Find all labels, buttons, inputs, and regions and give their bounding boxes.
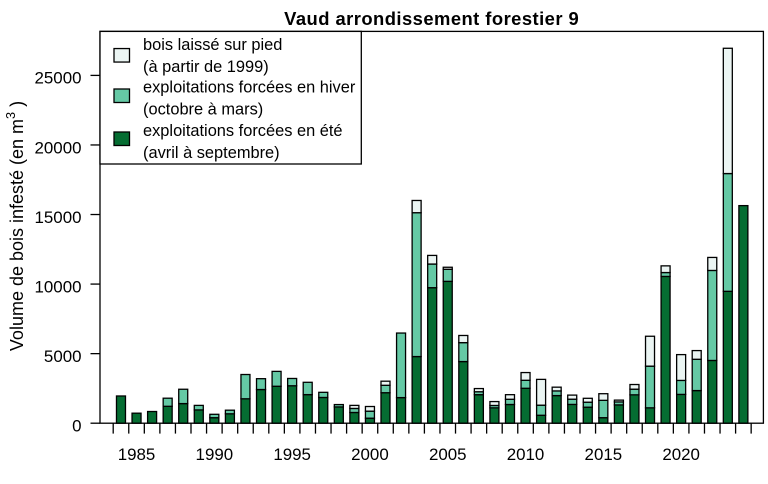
svg-text:2000: 2000 bbox=[351, 445, 389, 464]
svg-text:Vaud arrondissement forestier: Vaud arrondissement forestier 9 bbox=[284, 8, 579, 29]
svg-text:0: 0 bbox=[72, 417, 81, 436]
svg-text:(octobre à mars): (octobre à mars) bbox=[143, 101, 263, 119]
svg-text:10000: 10000 bbox=[35, 277, 82, 296]
svg-text:20000: 20000 bbox=[35, 138, 82, 157]
svg-text:1990: 1990 bbox=[196, 445, 234, 464]
svg-text:1995: 1995 bbox=[273, 445, 311, 464]
svg-text:2005: 2005 bbox=[429, 445, 467, 464]
svg-text:5000: 5000 bbox=[44, 347, 82, 366]
svg-text:2020: 2020 bbox=[662, 445, 700, 464]
svg-text:bois laissé sur pied: bois laissé sur pied bbox=[143, 36, 282, 54]
svg-text:15000: 15000 bbox=[35, 208, 82, 227]
svg-text:1985: 1985 bbox=[118, 445, 156, 464]
svg-text:exploitations forcées en hiver: exploitations forcées en hiver bbox=[143, 79, 356, 97]
svg-text:25000: 25000 bbox=[35, 69, 82, 88]
svg-text:(à partir de 1999): (à partir de 1999) bbox=[143, 58, 269, 76]
svg-text:2010: 2010 bbox=[507, 445, 545, 464]
svg-text:2015: 2015 bbox=[585, 445, 623, 464]
svg-text:Volume de bois infesté (en m3: Volume de bois infesté (en m3 ) bbox=[4, 101, 27, 351]
svg-text:(avril à septembre): (avril à septembre) bbox=[143, 144, 280, 162]
svg-text:exploitations forcées en été: exploitations forcées en été bbox=[143, 122, 343, 140]
